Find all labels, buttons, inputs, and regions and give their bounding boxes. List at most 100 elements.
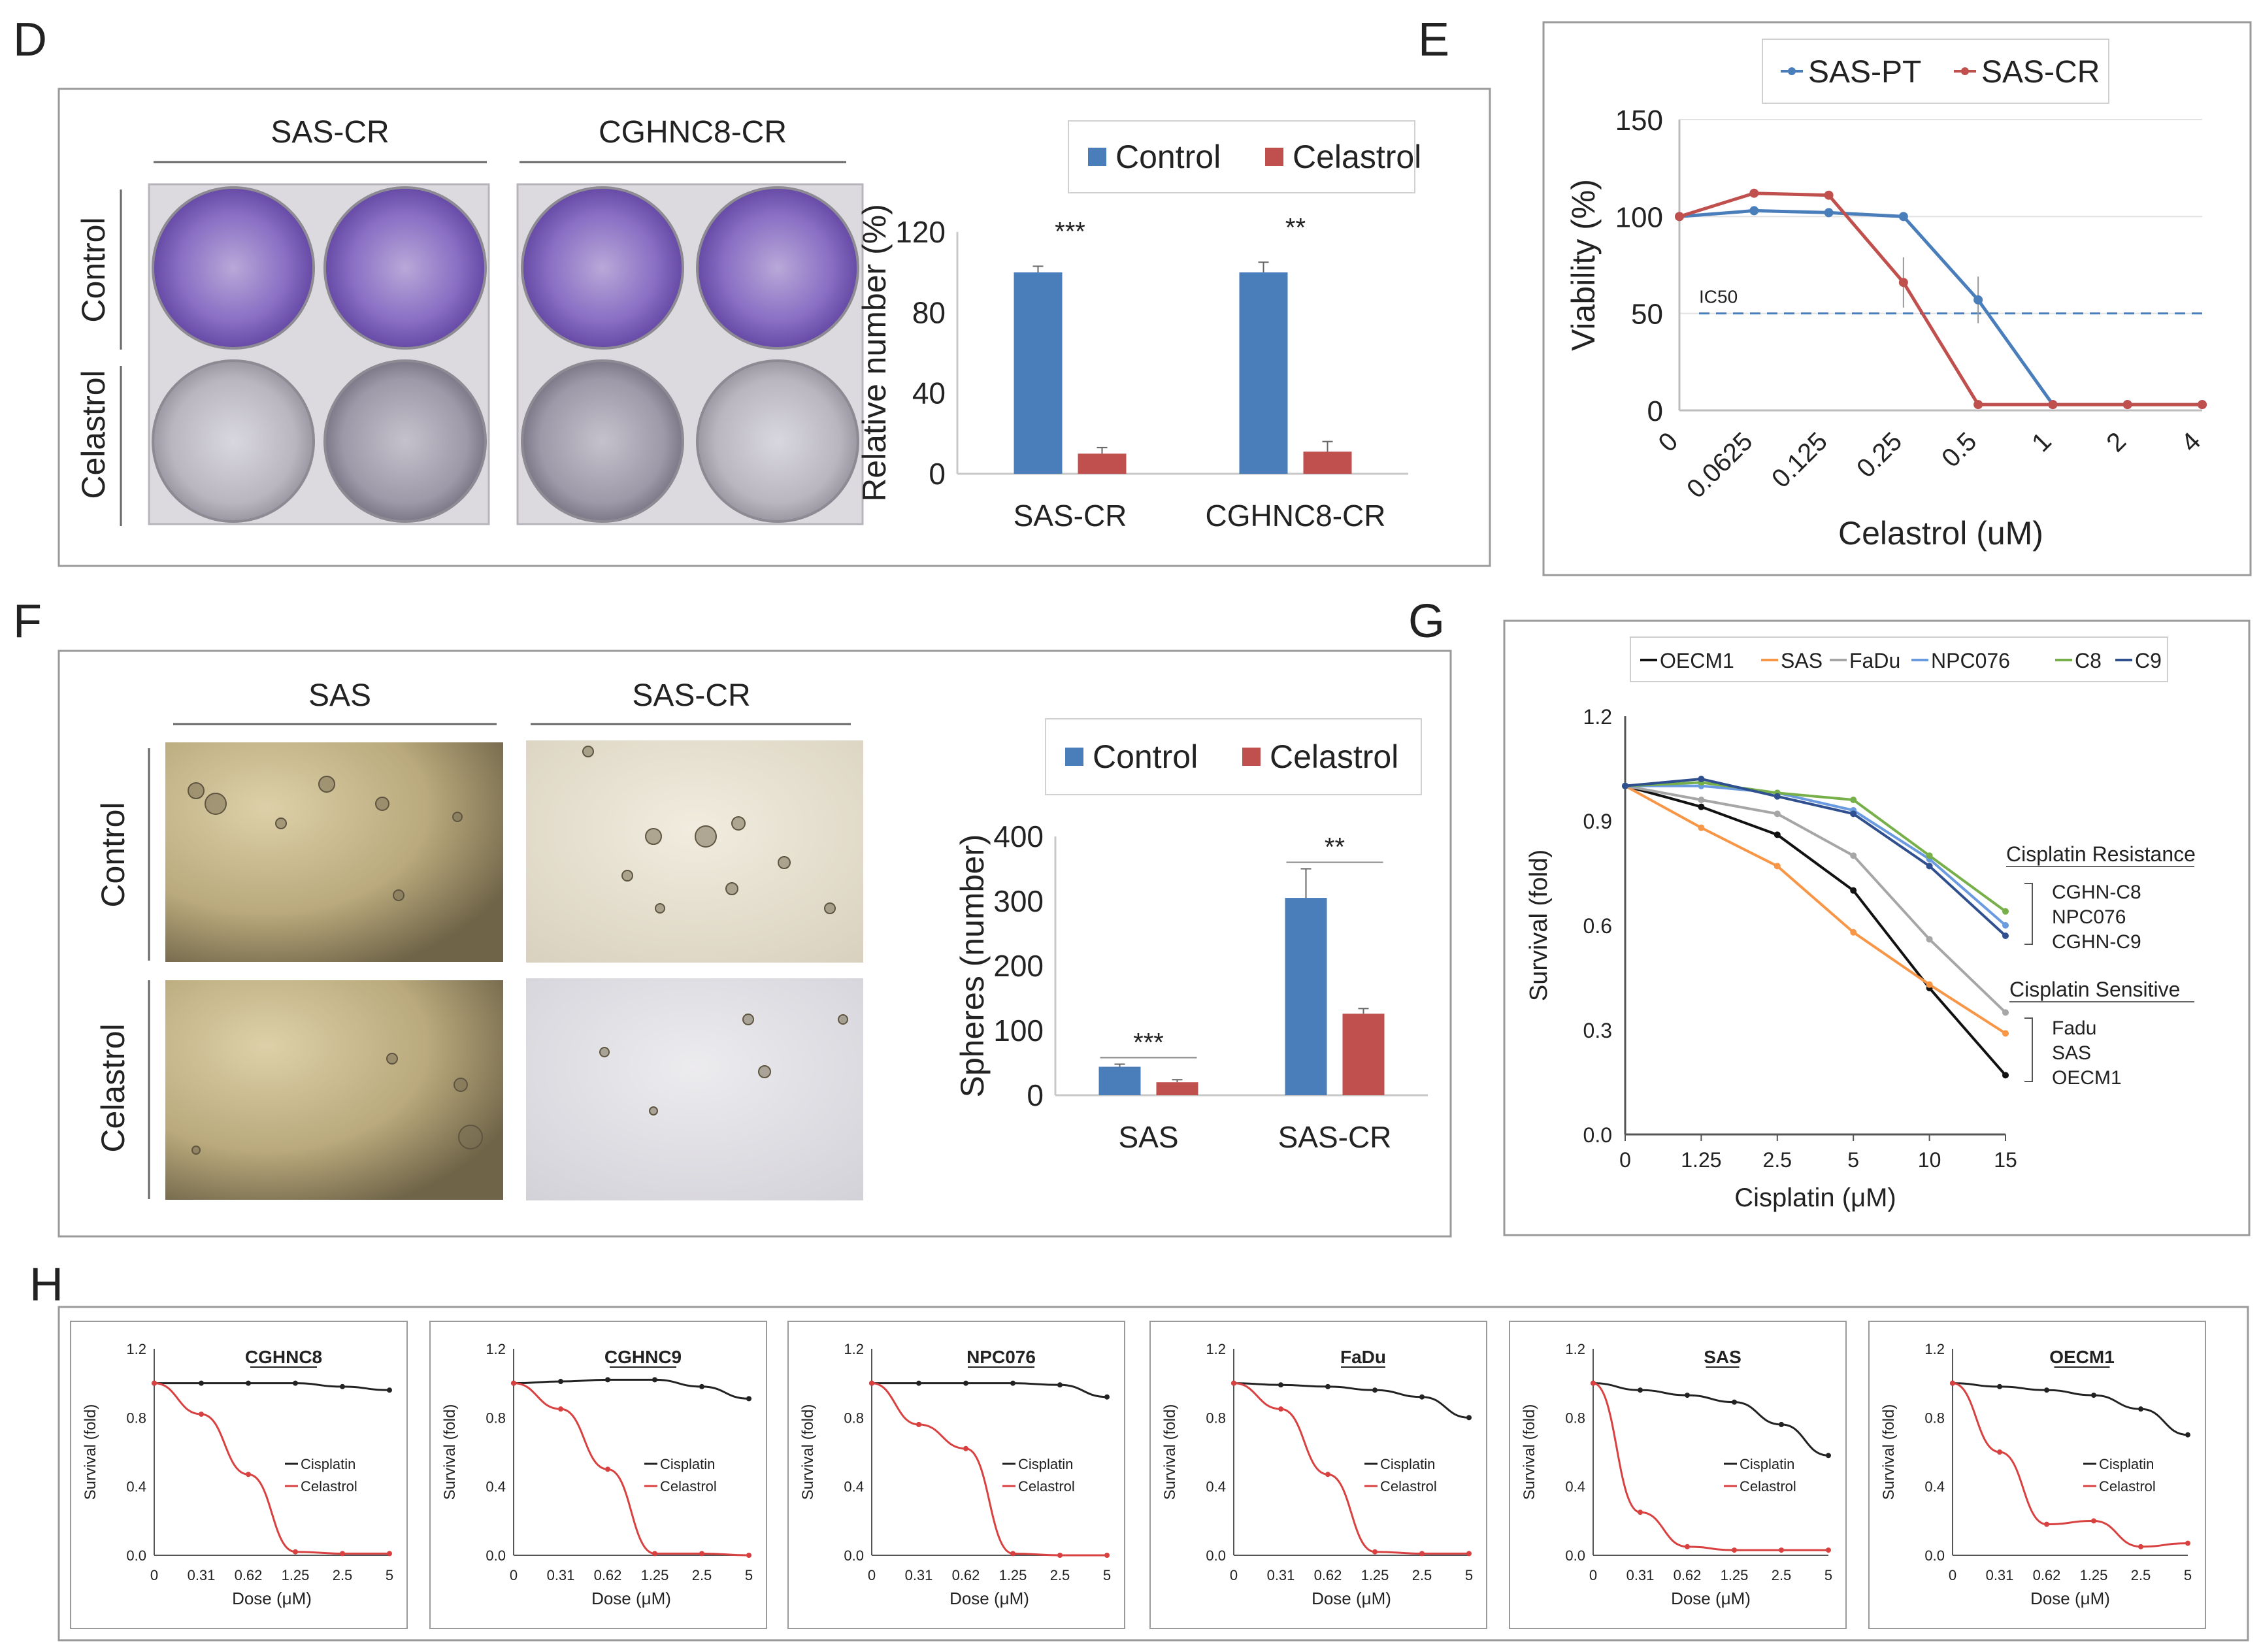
y-tick-label: 0.8 [126, 1410, 146, 1426]
x-tick-label: 5 [1465, 1567, 1473, 1583]
microscopy-image [165, 980, 503, 1200]
y-tick-label: 0.8 [486, 1410, 506, 1426]
x-tick-label: 0.62 [235, 1567, 263, 1583]
ic50-label: IC50 [1699, 287, 1738, 307]
data-point [1774, 863, 1781, 870]
data-point [1231, 1380, 1236, 1386]
data-point [1104, 1553, 1110, 1558]
photo-title: SAS-CR [632, 678, 750, 713]
culture-dish [521, 186, 684, 350]
data-point [2138, 1544, 2143, 1549]
data-point [1622, 782, 1628, 789]
y-tick-label: 0.4 [1924, 1479, 1945, 1495]
legend-label: Cisplatin [1740, 1456, 1794, 1472]
legend-label: Celastrol [2099, 1478, 2156, 1495]
legend-label: SAS-CR [1981, 55, 2100, 90]
data-point [2002, 922, 2009, 929]
y-tick-label: 40 [912, 376, 946, 410]
x-axis-title: Dose (μM) [232, 1589, 312, 1608]
data-point [1826, 1453, 1831, 1459]
data-point [1850, 929, 1857, 936]
annotation-line: NPC076 [2052, 906, 2126, 928]
sphere [824, 902, 836, 914]
x-tick-label: 0 [1589, 1567, 1597, 1583]
x-tick-label: 0.5 [1936, 427, 1982, 472]
y-tick-label: 0.0 [844, 1547, 864, 1564]
y-tick-label: 0.0 [126, 1547, 146, 1564]
data-point [152, 1380, 157, 1386]
data-point [1010, 1551, 1015, 1557]
data-point [1372, 1387, 1378, 1393]
series-line [1625, 784, 2007, 1014]
x-tick-label: 0.125 [1766, 427, 1833, 493]
sphere [205, 793, 227, 815]
culture-dish [152, 186, 315, 350]
x-tick-label: 0.25 [1851, 427, 1907, 483]
data-point [2048, 400, 2058, 410]
data-point [1104, 1394, 1110, 1400]
legend-label: SAS-PT [1808, 55, 1921, 90]
sphere [725, 882, 738, 895]
x-axis-title: Dose (μM) [949, 1589, 1029, 1608]
x-tick-label: 0 [1653, 427, 1684, 457]
subplot-title: SAS [1704, 1347, 1741, 1367]
x-tick-label: SAS [1118, 1120, 1178, 1154]
data-point [1732, 1399, 1737, 1405]
x-tick-label: 5 [1824, 1567, 1832, 1583]
significance-marker: *** [1133, 1028, 1164, 1057]
data-point [1325, 1472, 1330, 1478]
data-point [1779, 1421, 1784, 1427]
legend-box [1630, 636, 2168, 682]
sphere [838, 1014, 848, 1025]
legend-marker [1788, 67, 1796, 75]
x-axis-title: Cisplatin (μM) [1734, 1183, 1896, 1212]
legend-box [1068, 120, 1415, 193]
sphere [375, 797, 389, 811]
row-label: Control [75, 217, 112, 322]
annotation-title: Cisplatin Sensitive [2009, 978, 2180, 1001]
data-point [1749, 206, 1759, 216]
sphere [742, 1014, 754, 1025]
y-tick-label: 1.2 [1565, 1341, 1585, 1357]
annotation-bracket [2024, 883, 2033, 945]
y-axis-title: Survival (fold) [1880, 1404, 1898, 1500]
y-tick-label: 50 [1631, 299, 1663, 331]
subplot-title: CGHNC8 [245, 1347, 322, 1367]
data-point [2044, 1521, 2049, 1527]
data-point [1698, 824, 1705, 831]
culture-dish [323, 359, 487, 523]
data-point [1057, 1382, 1063, 1388]
data-point [2138, 1406, 2143, 1412]
x-tick-label: 0.0625 [1681, 427, 1758, 504]
cisplatin-line [1952, 1382, 2188, 1436]
data-point [2002, 1009, 2009, 1016]
subplot-title: FaDu [1340, 1347, 1386, 1367]
sphere [599, 1047, 610, 1057]
panel-letter-g: G [1408, 595, 1445, 648]
data-point [1824, 208, 1834, 218]
y-axis-title: Survival (fold) [1525, 850, 1553, 1001]
culture-dish [323, 186, 487, 350]
x-tick-label: 2.5 [692, 1567, 712, 1583]
x-tick-label: 1.25 [2080, 1567, 2108, 1583]
legend-label: C9 [2135, 649, 2162, 672]
panel-letter-d: D [13, 14, 47, 66]
subplot-title: OECM1 [2049, 1347, 2115, 1367]
subplot-frame [1868, 1321, 2206, 1629]
data-point [387, 1551, 392, 1557]
legend-label: NPC076 [1931, 649, 2010, 672]
sphere [452, 812, 463, 822]
bar [1303, 452, 1352, 474]
bar [1285, 898, 1327, 1095]
y-tick-label: 0.4 [1206, 1479, 1226, 1495]
sphere [758, 1065, 771, 1078]
sphere [188, 782, 205, 799]
panel-h-frame [58, 1306, 2249, 1642]
y-axis-title: Survival (fold) [799, 1404, 817, 1500]
data-point [2002, 1030, 2009, 1037]
series-line [1625, 784, 2007, 1035]
microscopy-image [526, 740, 863, 963]
data-point [1466, 1551, 1472, 1557]
data-point [1698, 797, 1705, 803]
